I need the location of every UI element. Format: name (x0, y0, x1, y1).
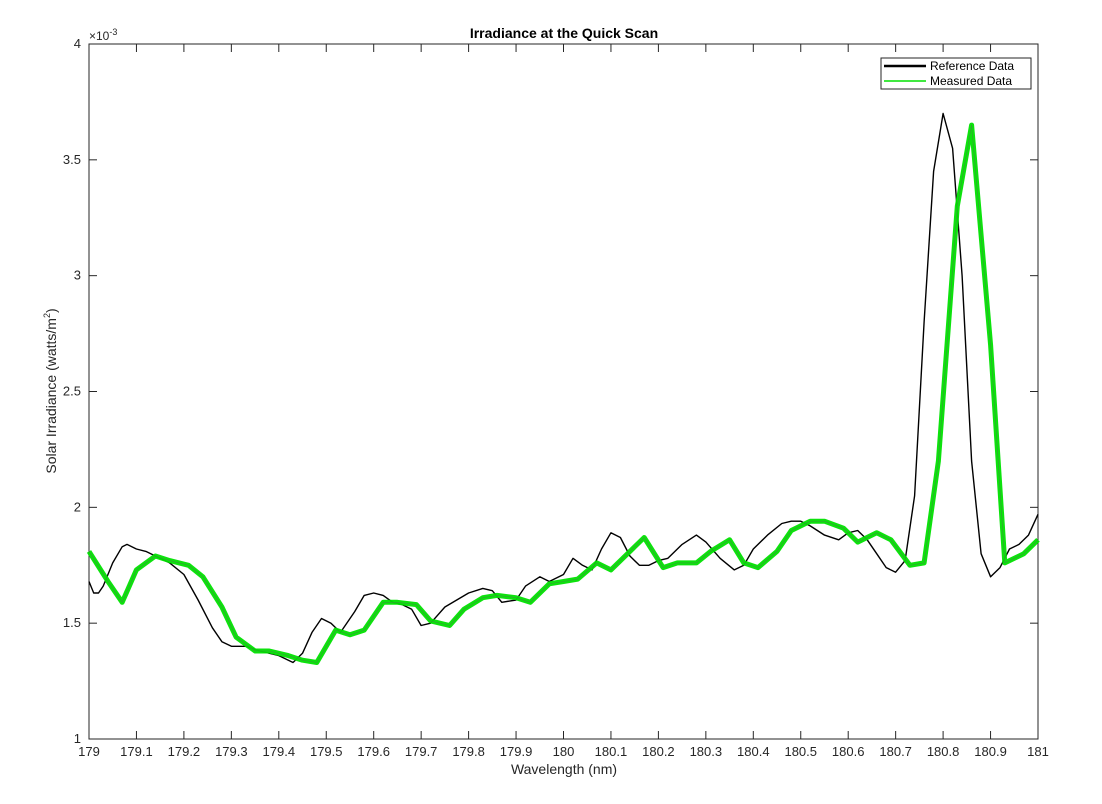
series-reference-data-line (88, 112, 1039, 664)
x-tick-label: 181 (1027, 744, 1049, 759)
legend-reference-label: Reference Data (930, 59, 1014, 73)
x-tick-label: 180 (553, 744, 575, 759)
y-exponent-value: -3 (109, 27, 117, 37)
x-axis-label: Wavelength (nm) (511, 761, 617, 777)
chart-title: Irradiance at the Quick Scan (470, 25, 658, 41)
x-tick-label: 179.7 (405, 744, 438, 759)
y-tick-label: 1 (74, 731, 81, 746)
x-tick-label: 179.3 (215, 744, 248, 759)
y-axis-label: Solar Irradiance (watts/m2) (42, 308, 59, 473)
x-tick-label: 179.2 (168, 744, 201, 759)
x-tick-label: 180.1 (595, 744, 628, 759)
x-tick-label: 179.9 (500, 744, 533, 759)
y-axis-label-main: Solar Irradiance (watts/m (43, 318, 59, 474)
y-tick-label: 3 (74, 268, 81, 283)
x-tick-label: 179 (78, 744, 100, 759)
x-tick-label: 180.2 (642, 744, 675, 759)
x-tick-label: 179.1 (120, 744, 153, 759)
svg-text:×10-3: ×10-3 (89, 27, 117, 43)
y-exponent-prefix: ×10 (89, 29, 110, 43)
x-tick-label: 180.9 (974, 744, 1007, 759)
x-tick-label: 180.8 (927, 744, 960, 759)
plot-area: 179 179.1 179.2 179.3 179.4 179.5 179.6 179.7 17… (63, 36, 1049, 759)
legend-measured-label: Measured Data (930, 74, 1012, 88)
y-exponent-label: ×10-3 (89, 27, 117, 43)
y-axis-label-end: ) (43, 308, 59, 313)
x-tick-label: 180.7 (879, 744, 912, 759)
data-layer (86, 112, 1040, 665)
svg-text:Solar Irradiance (watts/m2): Solar Irradiance (watts/m2) (42, 308, 59, 473)
x-tick-label: 179.6 (357, 744, 390, 759)
y-tick-label: 2.5 (63, 384, 81, 399)
x-tick-label: 179.8 (452, 744, 485, 759)
x-tick-label: 180.3 (690, 744, 723, 759)
series-measured-data-line (88, 124, 1039, 663)
x-tick-label: 180.5 (784, 744, 817, 759)
y-tick-label: 4 (74, 36, 81, 51)
y-tick-label: 3.5 (63, 152, 81, 167)
x-tick-label: 179.4 (263, 744, 296, 759)
legend-box (880, 57, 1032, 90)
axes-box (88, 43, 1039, 740)
x-tick-label: 180.6 (832, 744, 865, 759)
legend: Reference Data Measured Data (880, 57, 1032, 90)
x-tick-label: 180.4 (737, 744, 770, 759)
y-tick-label: 2 (74, 499, 81, 514)
x-tick-label: 179.5 (310, 744, 343, 759)
y-axis-label-sup: 2 (42, 313, 52, 318)
y-tick-label: 1.5 (63, 615, 81, 630)
tick-layer: 179 179.1 179.2 179.3 179.4 179.5 179.6 179.7 17… (63, 36, 1049, 759)
